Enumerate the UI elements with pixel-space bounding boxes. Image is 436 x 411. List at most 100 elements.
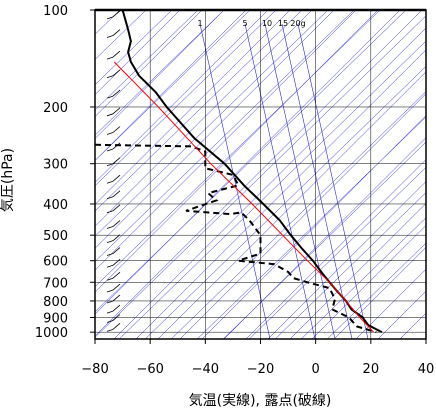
- wind-barb-flag: [106, 210, 114, 214]
- wind-barb: [106, 258, 121, 268]
- wind-barb: [106, 126, 121, 135]
- mixing-ratio-label: 5: [242, 19, 247, 28]
- wind-barb: [106, 314, 121, 323]
- isotherm-line: [157, 71, 426, 339]
- wind-barb: [106, 283, 121, 293]
- wind-barb-flag: [106, 226, 114, 229]
- wind-barb-flag: [106, 180, 114, 184]
- mixing-ratio-line: [244, 23, 316, 339]
- y-tick-label: 800: [43, 295, 68, 310]
- wind-barb: [106, 304, 121, 314]
- wind-barb-staff: [112, 10, 121, 18]
- parcel-line: [113, 61, 374, 333]
- isotherm-line: [201, 115, 426, 339]
- isotherm-line: [113, 27, 426, 339]
- isotherm-line: [95, 10, 379, 293]
- adiabat-line: [95, 10, 199, 111]
- wind-barb-staff: [112, 157, 121, 165]
- mixing-ratio-labels: 1 5 10 15 20g: [197, 19, 305, 28]
- x-tick-label: −40: [192, 362, 219, 377]
- isotherm-line: [223, 137, 426, 339]
- isotherm-line: [95, 10, 313, 227]
- adiabat-line: [95, 10, 381, 288]
- adiabat-line: [95, 10, 355, 262]
- wind-barb: [106, 190, 121, 200]
- y-tick-label: 700: [43, 276, 68, 291]
- adiabat-line: [95, 10, 303, 212]
- wind-barb: [106, 29, 121, 38]
- x-tick-label: 0: [312, 362, 320, 377]
- wind-barb-staff: [112, 174, 121, 182]
- wind-barb-staff: [112, 247, 121, 254]
- wind-barb-staff: [112, 126, 121, 133]
- wind-barb-staff: [112, 304, 121, 312]
- x-tick-labels: −80 −60 −40 −20 0 20 40: [81, 339, 434, 377]
- wind-barb-staff: [112, 283, 121, 291]
- x-axis-title: 気温(実線), 露点(破線): [189, 393, 332, 409]
- wind-barb-staff: [112, 50, 121, 58]
- wind-barb-flag: [106, 240, 114, 244]
- wind-barb-flag: [106, 75, 114, 79]
- mixing-ratio-line: [297, 23, 369, 339]
- wind-barb-staff: [112, 258, 121, 266]
- wind-barb-flag: [106, 56, 114, 60]
- wind-barb: [106, 294, 121, 304]
- wind-barb-staff: [112, 69, 121, 77]
- wind-barb-staff: [112, 29, 121, 36]
- isotherm-line: [95, 10, 225, 139]
- y-tick-label: 200: [43, 101, 68, 116]
- wind-barb-staff: [112, 314, 121, 321]
- wind-barb-flag: [106, 253, 114, 256]
- wind-barb-flag: [106, 196, 114, 200]
- mixing-ratio-label: 15: [278, 19, 288, 28]
- y-tick-label: 600: [43, 255, 68, 270]
- mixing-ratio-line: [199, 23, 271, 339]
- wind-barb: [106, 271, 121, 281]
- isotherm-line: [95, 10, 203, 118]
- isotherm-line: [135, 49, 426, 339]
- isotherm-line: [95, 10, 291, 205]
- x-tick-label: 40: [418, 362, 435, 377]
- isotherm-line: [355, 268, 426, 339]
- wind-barb-flag: [106, 310, 114, 314]
- y-axis-title: 気圧(hPa): [0, 148, 16, 212]
- wind-barb: [106, 50, 121, 60]
- adiabat-line: [95, 10, 251, 161]
- wind-barb-flag: [106, 289, 114, 293]
- wind-barb-staff: [112, 107, 121, 115]
- adiabat-line: [95, 10, 225, 136]
- wind-barb-flag: [106, 16, 114, 20]
- adiabat-line: [95, 10, 277, 187]
- data-series: [95, 10, 383, 334]
- isotherm-line: [311, 224, 426, 339]
- wind-barb-flag: [106, 300, 114, 304]
- y-tick-label: 1000: [35, 326, 68, 341]
- wind-barb-flag: [106, 113, 114, 117]
- adiabat-line: [95, 10, 329, 237]
- y-tick-label: 100: [43, 4, 68, 19]
- wind-barb-staff: [112, 220, 121, 227]
- wind-barb-flag: [106, 277, 114, 281]
- wind-barb-staff: [112, 89, 121, 97]
- isotherm-line: [95, 10, 181, 96]
- y-tick-label: 300: [43, 158, 68, 173]
- y-tick-label: 900: [43, 311, 68, 326]
- wind-barb-staff: [112, 204, 121, 212]
- wind-barb-flag: [106, 148, 114, 152]
- wind-barb: [106, 220, 121, 229]
- x-tick-label: −60: [136, 362, 163, 377]
- isotherm-line: [95, 10, 357, 271]
- isotherm-line: [95, 10, 269, 183]
- wind-barb: [106, 204, 121, 214]
- wind-barb: [106, 157, 121, 167]
- adiabat-line: [95, 10, 407, 313]
- wind-barb-flag: [106, 132, 114, 135]
- isotherm-line: [289, 203, 426, 339]
- isotherm-line: [95, 10, 423, 337]
- isotherm-line: [95, 10, 247, 161]
- wind-barb: [106, 10, 121, 20]
- x-tick-label: 20: [363, 362, 380, 377]
- wind-barb: [106, 69, 121, 79]
